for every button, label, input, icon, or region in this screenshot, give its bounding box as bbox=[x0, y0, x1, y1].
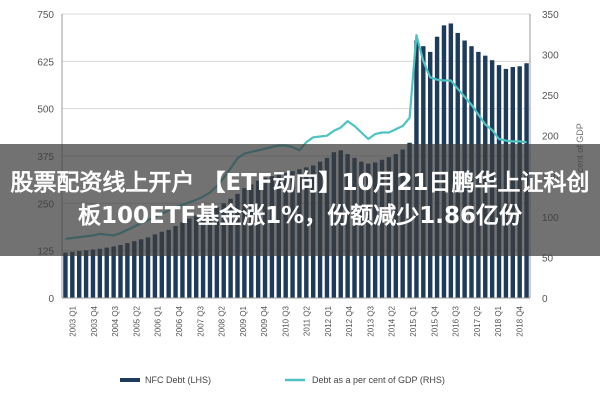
x-tick-label: 2008 Q2 bbox=[218, 305, 227, 336]
x-tick-label: 2003 Q4 bbox=[90, 305, 99, 336]
x-tick-label: 2018 Q4 bbox=[515, 305, 524, 336]
x-tick-label: 2015 Q4 bbox=[430, 305, 439, 336]
headline-banner: 股票配资线上开户 【ETF动向】10月21日鹏华上证科创板100ETF基金涨1%… bbox=[0, 144, 600, 256]
bar bbox=[83, 250, 89, 298]
bar bbox=[111, 246, 116, 298]
bar bbox=[173, 226, 178, 298]
bar bbox=[118, 244, 123, 298]
bar bbox=[138, 239, 144, 298]
bar bbox=[77, 251, 82, 298]
bar bbox=[97, 248, 103, 298]
y-left-tick-label: 500 bbox=[37, 105, 54, 116]
bar bbox=[63, 252, 68, 298]
bar bbox=[145, 237, 151, 298]
x-tick-label: 2005 Q2 bbox=[133, 305, 142, 336]
bar bbox=[159, 231, 164, 298]
x-tick-label: 2009 Q4 bbox=[260, 305, 269, 336]
legend-bar-label: NFC Debt (LHS) bbox=[145, 375, 211, 385]
x-tick-label: 2014 Q2 bbox=[388, 305, 397, 336]
y-right-tick-label: 350 bbox=[542, 10, 559, 21]
x-tick-label: 2010 Q3 bbox=[281, 305, 290, 336]
x-tick-label: 2018 Q1 bbox=[494, 305, 503, 336]
x-tick-label: 2003 Q1 bbox=[69, 305, 78, 336]
x-tick-label: 2015 Q1 bbox=[409, 305, 418, 336]
bar bbox=[152, 234, 158, 298]
y-left-tick-label: 750 bbox=[37, 10, 54, 21]
bar bbox=[166, 229, 171, 298]
x-tick-label: 2006 Q1 bbox=[154, 305, 163, 336]
x-tick-label: 2016 Q3 bbox=[452, 305, 461, 336]
bar bbox=[132, 241, 137, 298]
bar bbox=[70, 251, 75, 298]
x-tick-label: 2012 Q1 bbox=[324, 305, 333, 336]
x-tick-label: 2007 Q3 bbox=[196, 305, 205, 336]
headline-text[interactable]: 股票配资线上开户 【ETF动向】10月21日鹏华上证科创板100ETF基金涨1%… bbox=[10, 170, 590, 229]
bar bbox=[194, 215, 199, 298]
x-tick-label: 2006 Q4 bbox=[175, 305, 184, 336]
x-tick-label: 2004 Q3 bbox=[111, 305, 120, 336]
y-left-tick-label: 625 bbox=[37, 57, 54, 68]
x-tick-label: 2012 Q4 bbox=[345, 305, 354, 336]
y-left-tick-label: 0 bbox=[48, 294, 54, 305]
y-right-tick-label: 300 bbox=[542, 51, 559, 62]
y-right-tick-label: 50 bbox=[542, 253, 554, 264]
y-right-tick-label: 200 bbox=[542, 132, 559, 143]
x-tick-label: 2013 Q3 bbox=[367, 305, 376, 336]
legend: NFC Debt (LHS) Debt as a per cent of GDP… bbox=[120, 375, 445, 385]
bar bbox=[125, 243, 130, 298]
bar bbox=[180, 222, 185, 298]
y-right-tick-label: 0 bbox=[542, 294, 548, 305]
y-right-tick-label: 250 bbox=[542, 91, 559, 102]
legend-line-label: Debt as a per cent of GDP (RHS) bbox=[312, 375, 445, 385]
x-tick-label: 2017 Q2 bbox=[473, 305, 482, 336]
bar bbox=[90, 249, 96, 298]
bar bbox=[187, 218, 192, 298]
x-tick-label: 2009 Q1 bbox=[239, 305, 248, 336]
x-tick-label: 2011 Q2 bbox=[303, 305, 312, 336]
bar bbox=[104, 247, 109, 298]
